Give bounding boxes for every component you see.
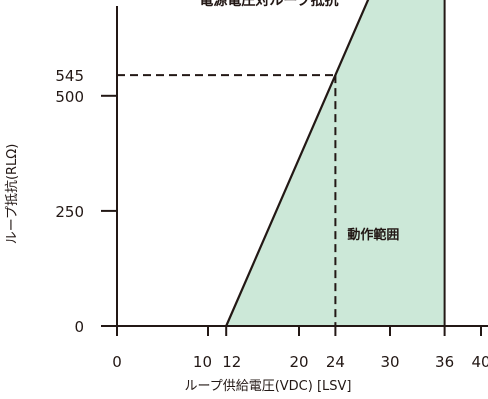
operating-range-area: [226, 0, 445, 326]
y-tick-label-0: 0: [74, 318, 84, 336]
operating-range-label: 動作範囲: [347, 227, 399, 243]
y-axis-label: ループ抵抗(RLΩ): [5, 144, 20, 245]
plot-area: 動作範囲: [116, 0, 488, 327]
x-tick-label-10: 10: [193, 353, 212, 371]
x-tick-label-0: 0: [112, 353, 122, 371]
x-tick-label-24: 24: [326, 353, 345, 371]
x-axis-label: ループ供給電圧(VDC) [LSV]: [184, 379, 351, 394]
x-tick-label-40: 40: [471, 353, 488, 371]
chart-title: 電源電圧対ループ抵抗: [199, 0, 338, 9]
x-tick-label-36: 36: [435, 353, 454, 371]
y-tick-label-545: 545: [55, 67, 84, 85]
axis-ticks: 0101220243036400250500545750100010911250: [55, 67, 488, 371]
resistance-line: [225, 0, 370, 327]
y-tick-label-500: 500: [55, 88, 84, 106]
x-tick-label-20: 20: [289, 353, 308, 371]
y-tick-label-250: 250: [55, 203, 84, 221]
x-tick-label-12: 12: [222, 353, 241, 371]
x-tick-label-30: 30: [380, 353, 399, 371]
